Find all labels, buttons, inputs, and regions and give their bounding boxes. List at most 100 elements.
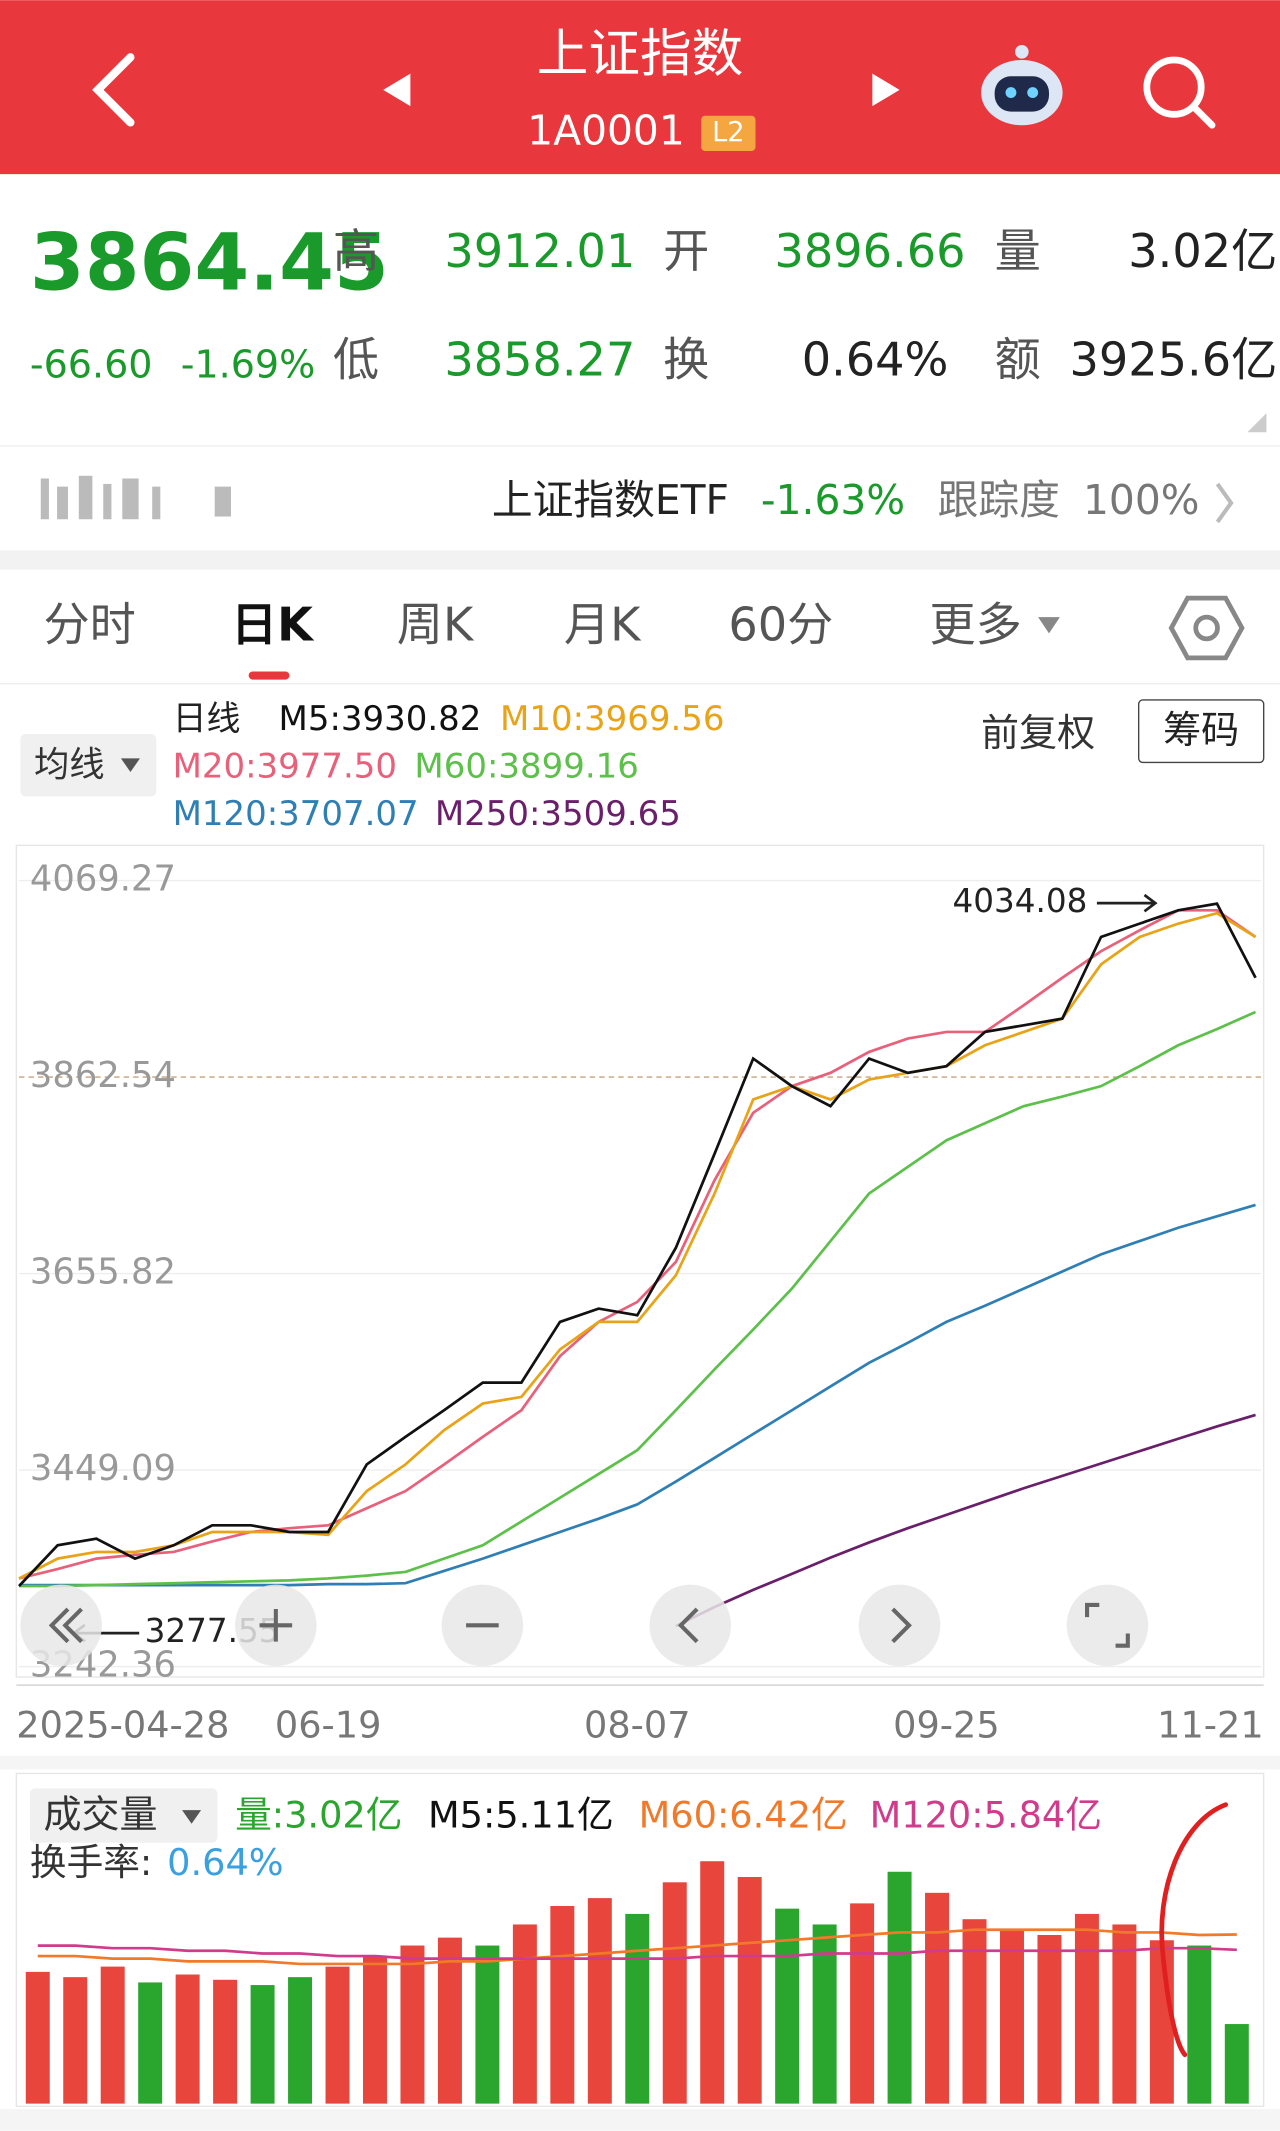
- etf-name[interactable]: 上证指数ETF: [492, 476, 729, 524]
- tab[interactable]: 日K: [231, 597, 315, 651]
- quote-value: 3912.01: [444, 224, 635, 278]
- track-label: 跟踪度: [938, 476, 1060, 524]
- ma-line: [19, 1010, 1257, 1588]
- volume-bar: [475, 1945, 500, 2104]
- stock-code: 1A0001: [527, 106, 685, 154]
- scroll-left-button[interactable]: [649, 1584, 732, 1667]
- quote-value: 3925.6亿: [1069, 332, 1277, 386]
- tab[interactable]: 月K: [564, 597, 642, 651]
- volume-bar: [1112, 1924, 1137, 2104]
- app-bar: [0, 0, 1280, 175]
- volume-button-bg[interactable]: [29, 1788, 218, 1843]
- x-tick-label: 09-25: [893, 1704, 1000, 1747]
- volume-bar: [325, 1966, 350, 2104]
- volume-bar: [175, 1974, 200, 2104]
- volume-bar: [213, 1979, 238, 2104]
- quote-value: 0.64%: [802, 332, 949, 386]
- tab[interactable]: 分时: [43, 597, 135, 651]
- volume-bar: [63, 1977, 88, 2104]
- chips-button[interactable]: 筹码: [1163, 708, 1239, 752]
- ma-caret: [120, 758, 140, 772]
- ma-line: [37, 1928, 1237, 1966]
- y-tick-label: 3862.54: [30, 1055, 176, 1096]
- last-price: 3864.45: [30, 216, 389, 308]
- y-tick-label: 4069.27: [30, 859, 176, 900]
- x-tick-label: 2025-04-28: [16, 1704, 229, 1747]
- tab[interactable]: 更多: [929, 597, 1021, 651]
- volume-bar: [1037, 1934, 1062, 2104]
- volume-bar: [550, 1906, 575, 2104]
- etf-chevron[interactable]: [1215, 482, 1234, 524]
- ma-line: [18, 908, 1257, 1580]
- fullscreen-button[interactable]: [1066, 1584, 1149, 1667]
- volume-bar: [25, 1971, 50, 2104]
- volume-bar: [400, 1945, 425, 2104]
- volume-legend: 量:3.02亿: [235, 1793, 402, 1836]
- quote-value: 3.02亿: [1128, 224, 1277, 278]
- high-label: 4034.08: [953, 882, 1088, 920]
- control-icons: [48, 1602, 1130, 1648]
- ma-legend: M20:3977.50: [173, 746, 397, 786]
- adjust-label[interactable]: 前复权: [981, 711, 1095, 755]
- high-arrow: [1096, 893, 1158, 913]
- prev-stock[interactable]: [383, 73, 411, 107]
- level-badge: L2: [712, 117, 744, 148]
- volume-bar: [925, 1892, 950, 2104]
- section-gap: [0, 550, 1280, 570]
- next-stock[interactable]: [872, 73, 900, 107]
- assistant-icon[interactable]: [981, 45, 1063, 126]
- back-button[interactable]: [92, 53, 135, 127]
- ma-line: [37, 1944, 1237, 1961]
- volume-bar: [138, 1982, 163, 2104]
- settings-button[interactable]: [1168, 595, 1245, 661]
- volume-bar: [100, 1966, 125, 2104]
- quote-label: 高: [333, 224, 379, 278]
- quote-label: 额: [995, 332, 1041, 386]
- tab[interactable]: 周K: [397, 597, 475, 651]
- volume-bar: [250, 1985, 275, 2104]
- expand-corner[interactable]: [1247, 413, 1267, 433]
- volume-frame: [15, 1772, 1265, 2108]
- price-change: -66.60: [30, 343, 153, 387]
- section-gap: [0, 1755, 1280, 1770]
- volume-bar: [625, 1913, 650, 2104]
- search-button[interactable]: [1143, 56, 1216, 129]
- volume-bar: [288, 1977, 313, 2104]
- ma-legend: M60:3899.16: [414, 746, 638, 786]
- volume-bar: [512, 1924, 537, 2104]
- y-tick-label: 3449.09: [30, 1448, 176, 1489]
- ma-legend: M120:3707.07: [173, 794, 419, 834]
- ma-legend: M5:3930.82: [279, 699, 482, 739]
- volume-bar: [737, 1877, 762, 2104]
- scroll-right-button[interactable]: [858, 1584, 941, 1667]
- volume-bar: [662, 1882, 687, 2104]
- quote-label: 低: [333, 332, 379, 386]
- volume-caret: [182, 1810, 202, 1824]
- ma-legend: M250:3509.65: [435, 794, 681, 834]
- volume-bar: [700, 1861, 725, 2104]
- ma-line: [19, 1203, 1256, 1587]
- turnover-value: 0.64%: [167, 1841, 283, 1884]
- volume-title[interactable]: 成交量: [43, 1792, 157, 1836]
- chips-button-bg[interactable]: [1138, 699, 1265, 764]
- period-label: 日线: [173, 699, 241, 739]
- ma-line: [18, 911, 1257, 1580]
- tab[interactable]: 60分: [728, 597, 833, 651]
- volume-legend: M5:5.11亿: [428, 1793, 614, 1836]
- rewind-button[interactable]: [20, 1584, 102, 1667]
- quote-label: 换: [663, 332, 709, 386]
- volume-bar: [999, 1929, 1024, 2104]
- quote-value: 3896.66: [775, 224, 966, 278]
- tab-indicator: [248, 671, 290, 680]
- volume-legend: M120:5.84亿: [870, 1793, 1102, 1836]
- ma-legend: M10:3969.56: [500, 699, 724, 739]
- ma-line: [18, 902, 1257, 1587]
- volume-bar: [887, 1871, 912, 2104]
- quote-label: 开: [663, 224, 709, 278]
- ma-button-bg[interactable]: [20, 733, 157, 797]
- volume-bar: [363, 1956, 387, 2104]
- etf-change: -1.63%: [761, 476, 905, 524]
- ma-button[interactable]: 均线: [34, 745, 105, 786]
